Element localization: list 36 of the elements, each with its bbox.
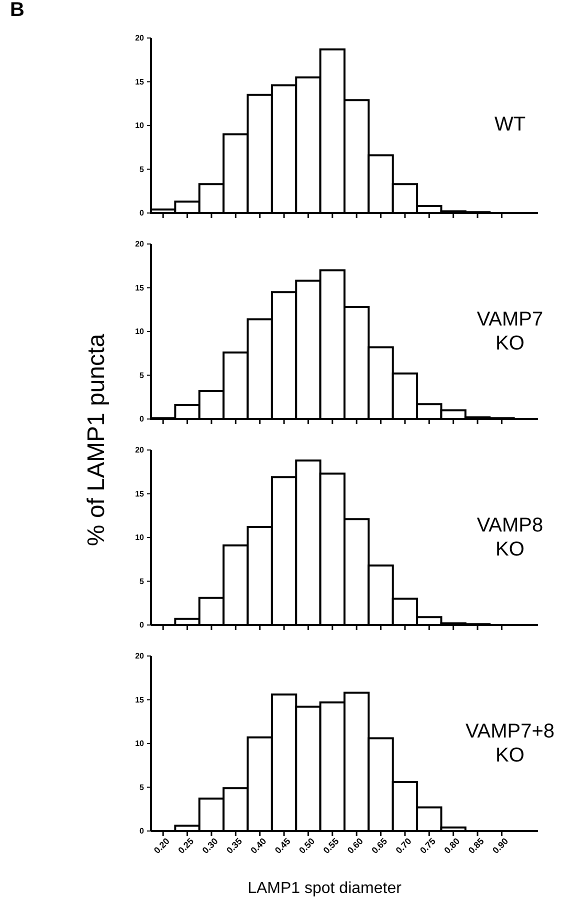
x-tick-label: 0.55 <box>321 836 341 856</box>
y-tick-label: 15 <box>135 695 145 704</box>
x-tick-label: 0.60 <box>345 836 365 856</box>
y-tick-label: 0 <box>140 208 145 218</box>
x-tick-label: 0.90 <box>490 836 510 856</box>
annotation: VAMP8 KO <box>476 514 544 561</box>
y-tick-label: 15 <box>135 489 145 498</box>
x-tick-label: 0.80 <box>442 836 462 856</box>
y-tick-label: 10 <box>135 739 145 748</box>
y-tick-label: 0 <box>140 414 145 424</box>
y-tick-label: 5 <box>140 370 145 380</box>
y-tick-label: 5 <box>140 782 145 792</box>
y-tick-label: 20 <box>135 446 145 455</box>
y-tick-label: 5 <box>140 164 145 174</box>
y-tick-label: 20 <box>135 34 145 43</box>
x-tick-label: 0.20 <box>152 836 172 856</box>
text: B <box>10 0 24 21</box>
y-tick-label: 10 <box>135 327 145 336</box>
y-tick-label: 10 <box>135 121 145 130</box>
y-tick-label: 20 <box>135 240 145 249</box>
x-axis-title: LAMP1 spot diameter <box>248 880 402 897</box>
y-axis-title: % of LAMP1 puncta <box>83 333 110 546</box>
x-tick-label: 0.50 <box>297 836 317 856</box>
y-tick-label: 15 <box>135 283 145 292</box>
annotation: VAMP7+8 KO <box>465 720 555 767</box>
x-tick-label: 0.40 <box>248 836 268 856</box>
y-tick-label: 15 <box>135 77 145 86</box>
y-tick-label: 10 <box>135 533 145 542</box>
x-tick-label: 0.30 <box>200 836 220 856</box>
annotation: WT <box>494 114 526 136</box>
x-tick-label: 0.70 <box>394 836 414 856</box>
y-tick-label: 0 <box>140 620 145 630</box>
annotation: VAMP7 KO <box>476 308 544 355</box>
y-tick-label: 20 <box>135 652 145 661</box>
y-tick-label: 5 <box>140 576 145 586</box>
y-tick-label: 0 <box>140 826 145 836</box>
